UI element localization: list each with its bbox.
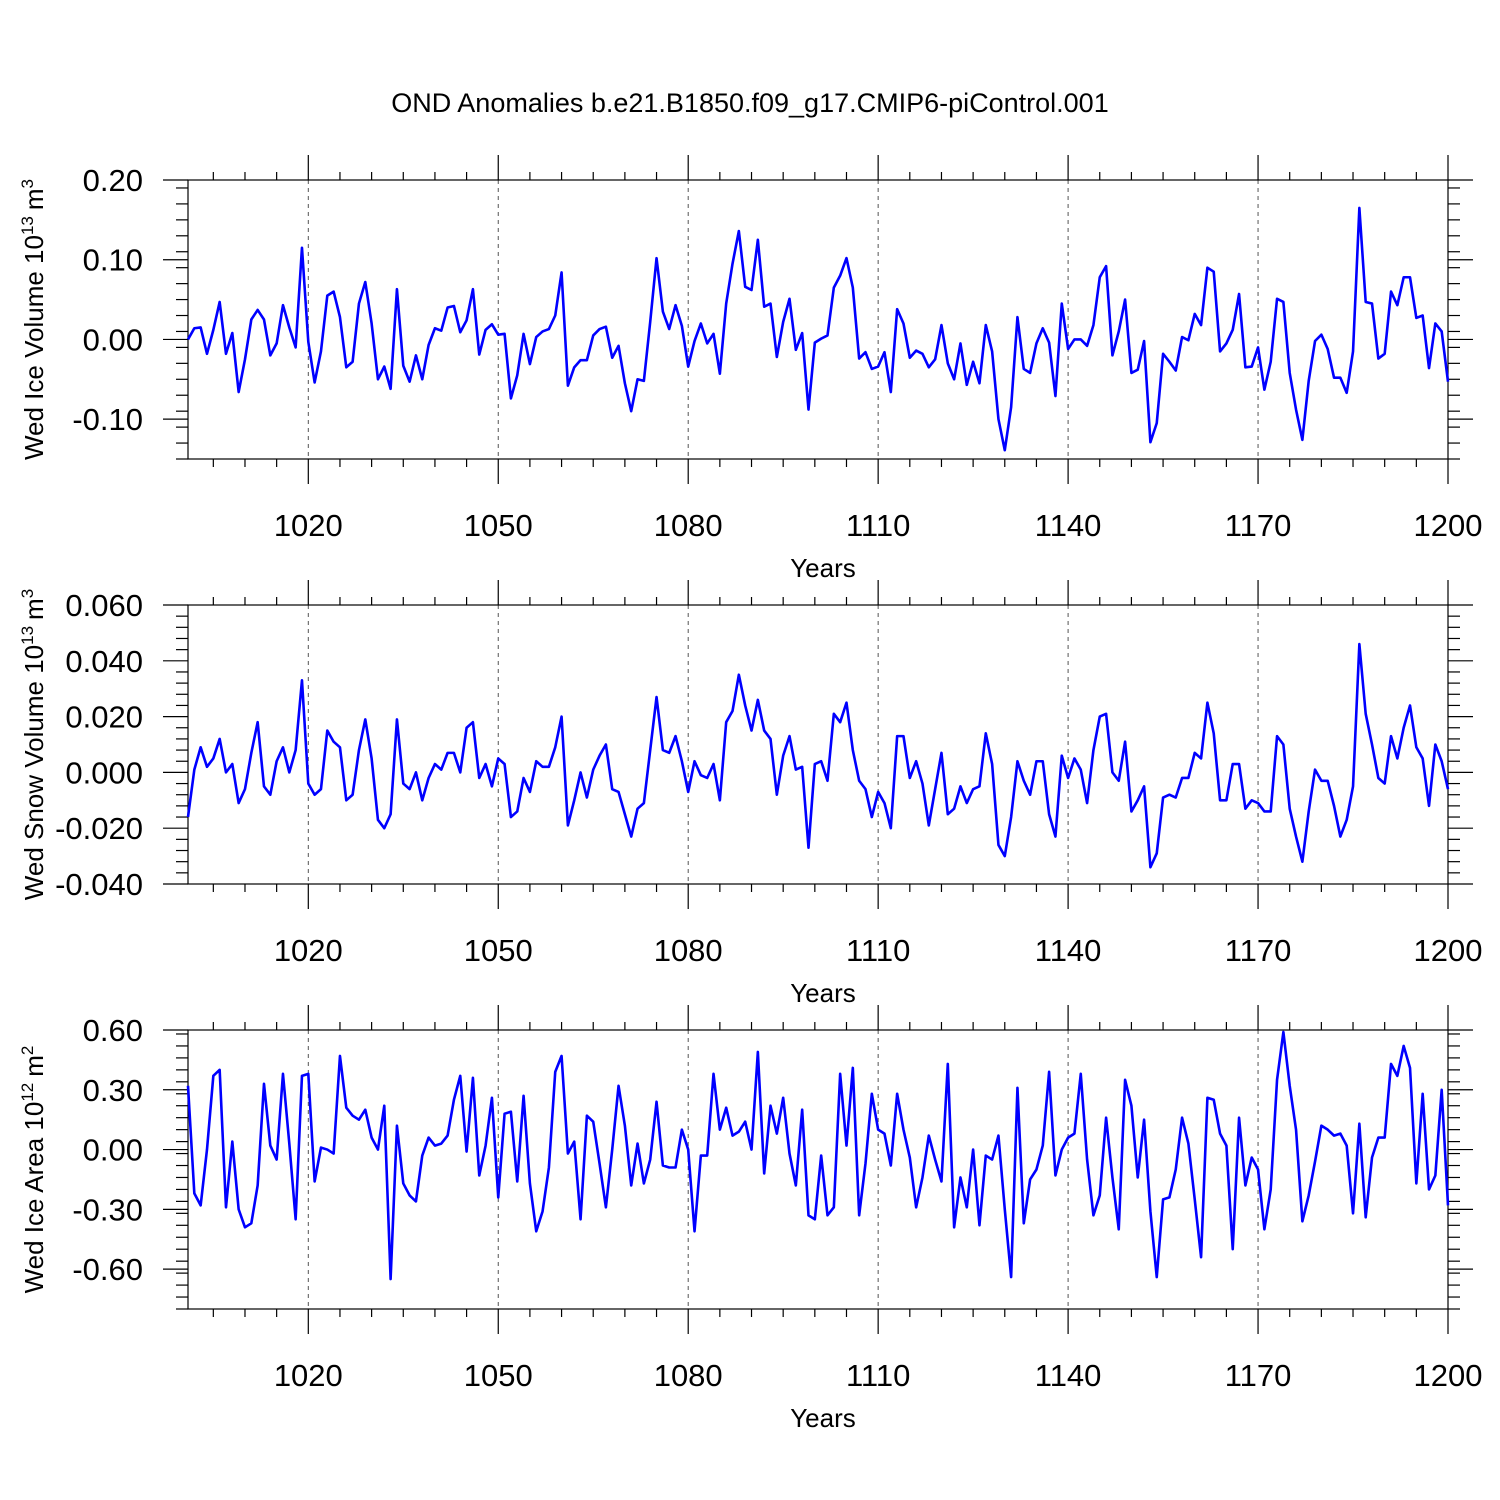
y-tick-label: 0.00 <box>83 1133 143 1168</box>
y-axis-label: Wed Ice Volume 1013 m3 <box>18 179 49 460</box>
y-tick-label: 0.00 <box>83 322 143 357</box>
x-tick-label: 1200 <box>1414 1358 1483 1393</box>
series-line <box>186 642 1450 869</box>
tick-marks <box>163 580 1473 909</box>
x-tick-label: 1050 <box>464 1358 533 1393</box>
tick-marks <box>163 1005 1473 1334</box>
y-tick-label: 0.60 <box>83 1013 143 1048</box>
x-tick-label: 1020 <box>274 1358 343 1393</box>
x-tick-label: 1170 <box>1225 508 1292 543</box>
x-tick-label: 1170 <box>1225 1358 1292 1393</box>
y-tick-label: 0.020 <box>65 700 143 735</box>
y-axis-label-unit-exponent: 3 <box>18 179 37 188</box>
x-tick-label: 1110 <box>846 508 910 543</box>
y-tick-label: 0.000 <box>65 755 143 790</box>
x-tick-label: 1110 <box>846 1358 910 1393</box>
y-tick-label: 0.040 <box>65 644 143 679</box>
x-tick-label: 1200 <box>1414 508 1483 543</box>
y-tick-label: 0.10 <box>83 243 143 278</box>
x-tick-label: 1170 <box>1225 933 1292 968</box>
x-tick-label: 1140 <box>1035 933 1102 968</box>
series-line <box>186 206 1450 452</box>
y-tick-label: -0.10 <box>72 402 143 437</box>
y-axis-label-text: Wed Ice Volume 10 <box>19 235 49 460</box>
x-tick-label: 1080 <box>654 508 723 543</box>
x-axis-label: Years <box>790 553 856 583</box>
x-tick-label: 1020 <box>274 508 343 543</box>
x-tick-label: 1110 <box>846 933 910 968</box>
x-tick-label: 1140 <box>1035 508 1102 543</box>
y-tick-label: -0.020 <box>55 811 143 846</box>
chart-panel-2: 1020 1050 1080 1110 1140 1170 1200 -0.040 -0.020… <box>18 580 1482 1008</box>
x-tick-label: 1140 <box>1035 1358 1102 1393</box>
chart-panel-1: 1020 1050 1080 1110 1140 1170 1200 -0.10 0.00 0.1… <box>18 155 1482 583</box>
plot-frame <box>187 604 1449 885</box>
y-axis-label-text: Wed Ice Area 10 <box>19 1102 49 1294</box>
x-tick-label: 1020 <box>274 933 343 968</box>
plot-frame <box>187 1029 1449 1310</box>
chart-panel-3: 1020 1050 1080 1110 1140 1170 1200 -0.60 -0.30 0.… <box>18 1005 1482 1433</box>
y-axis-label-unit-exponent: 3 <box>18 589 37 598</box>
y-axis-label-unit: m <box>19 188 49 210</box>
x-axis-label: Years <box>790 978 856 1008</box>
y-axis-label-exponent: 12 <box>18 1083 37 1102</box>
y-axis-label-text: Wed Snow Volume 10 <box>19 645 49 900</box>
tick-marks <box>163 155 1473 484</box>
x-tick-label: 1200 <box>1414 933 1483 968</box>
x-tick-label: 1050 <box>464 508 533 543</box>
y-tick-label: -0.60 <box>72 1252 143 1287</box>
y-tick-label: -0.040 <box>55 867 143 902</box>
y-axis-label-unit: m <box>19 1055 49 1077</box>
y-tick-label: 0.30 <box>83 1073 143 1108</box>
y-axis-label-unit: m <box>19 598 49 620</box>
x-tick-label: 1080 <box>654 933 723 968</box>
y-axis-label: Wed Ice Area 1012 m2 <box>18 1046 49 1294</box>
y-tick-label: 0.20 <box>83 163 143 198</box>
y-axis-label-unit-exponent: 2 <box>18 1046 37 1055</box>
y-axis-label: Wed Snow Volume 1013 m3 <box>18 589 49 900</box>
y-tick-label: 0.060 <box>65 588 143 623</box>
y-tick-label: -0.30 <box>72 1192 143 1227</box>
figure-title: OND Anomalies b.e21.B1850.f09_g17.CMIP6-… <box>391 88 1109 118</box>
x-axis-label: Years <box>790 1403 856 1433</box>
y-axis-label-exponent: 13 <box>18 626 37 645</box>
x-tick-label: 1080 <box>654 1358 723 1393</box>
plot-frame <box>187 179 1449 460</box>
x-tick-label: 1050 <box>464 933 533 968</box>
series-line <box>186 1030 1450 1281</box>
y-axis-label-exponent: 13 <box>18 216 37 235</box>
